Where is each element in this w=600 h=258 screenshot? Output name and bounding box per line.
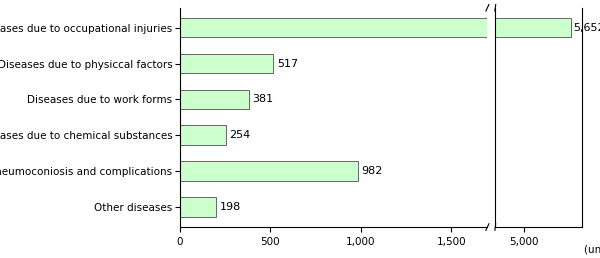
Bar (163, 125, 181, 145)
Text: 982: 982 (361, 166, 383, 176)
Text: 381: 381 (253, 94, 274, 104)
Bar (180, 197, 216, 217)
Text: 198: 198 (220, 202, 241, 212)
Text: 5,652: 5,652 (574, 23, 600, 33)
Bar (163, 197, 177, 217)
Bar (180, 162, 358, 181)
Bar (180, 18, 600, 37)
Text: 517: 517 (277, 59, 298, 69)
Bar (163, 18, 571, 37)
Text: (unit: case): (unit: case) (584, 245, 600, 255)
Bar (163, 54, 200, 73)
Bar (180, 125, 226, 145)
Bar (163, 90, 190, 109)
Text: 254: 254 (230, 130, 251, 140)
Bar (180, 90, 249, 109)
Bar (163, 162, 234, 181)
Bar (180, 54, 274, 73)
